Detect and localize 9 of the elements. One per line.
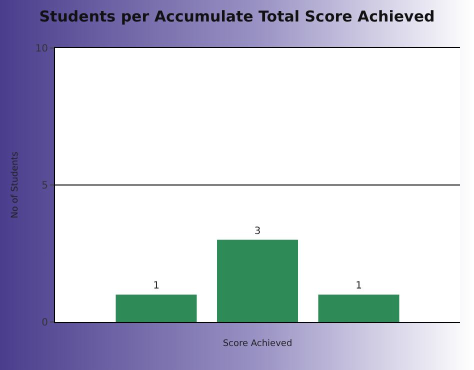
chart-title: Students per Accumulate Total Score Achieved [39,8,435,26]
y-tick-label: 10 [35,44,48,54]
data-label: 1 [356,280,362,292]
data-label: 1 [153,280,160,292]
y-tick-label: 5 [42,180,48,192]
y-tick-label: 0 [42,318,48,328]
data-label: 3 [254,226,261,237]
y-axis-title: No of Students [10,151,21,218]
x-axis-title: Score Achieved [222,338,292,349]
